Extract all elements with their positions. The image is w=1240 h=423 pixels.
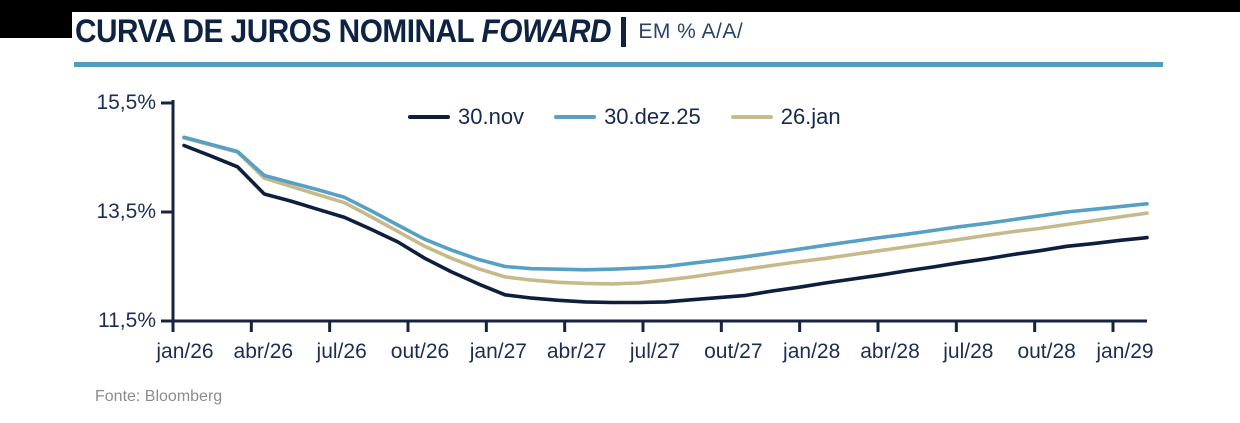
legend-label-30dez25: 30.dez.25 <box>604 104 701 129</box>
page-title: CURVA DE JUROS NOMINAL FOWARD <box>75 13 611 50</box>
x-tick-label: out/26 <box>390 340 450 363</box>
legend-item-30dez25: 30.dez.25 <box>554 104 701 130</box>
x-axis-labels: jan/26 abr/26 jul/26 out/26 jan/27 abr/27 jul/… <box>0 340 1168 372</box>
x-tick-label: jan/27 <box>469 340 527 363</box>
x-tick-label: jul/27 <box>629 340 681 363</box>
x-tick-label: abr/28 <box>860 340 920 363</box>
title-italic-text: FOWARD <box>481 13 612 49</box>
x-tick-label: jan/26 <box>156 340 214 363</box>
x-tick-label: jan/29 <box>1096 340 1154 363</box>
x-tick-label: jul/26 <box>316 340 367 363</box>
crop-black-strip <box>0 0 1240 12</box>
x-tick-label: abr/26 <box>233 340 294 363</box>
y-tick-label-top: 15,5% <box>96 91 156 114</box>
legend-swatch-26jan <box>730 115 773 119</box>
title-unit-label: EM % A/A/ <box>638 19 744 43</box>
y-tick-label-mid: 13,5% <box>96 200 156 223</box>
source-note: Fonte: Bloomberg <box>95 388 223 405</box>
y-tick-label-bottom: 11,5% <box>98 309 156 332</box>
x-tick-label: jan/28 <box>783 340 841 363</box>
chart-legend: 30.nov 30.dez.25 26.jan <box>408 104 841 130</box>
legend-item-26jan: 26.jan <box>730 104 841 130</box>
crop-black-corner <box>0 0 72 38</box>
x-tick-label: out/27 <box>704 340 763 363</box>
chart-header: CURVA DE JUROS NOMINAL FOWARD EM % A/A/ <box>75 13 743 50</box>
title-separator-bar <box>621 16 627 47</box>
title-text: CURVA DE JUROS NOMINAL <box>75 13 482 49</box>
legend-label-30nov: 30.nov <box>458 104 525 129</box>
legend-swatch-30nov <box>408 115 450 119</box>
x-tick-label: out/28 <box>1017 340 1076 363</box>
x-tick-label: abr/27 <box>546 340 607 363</box>
legend-label-26jan: 26.jan <box>780 104 841 129</box>
x-tick-label: jul/28 <box>943 340 994 363</box>
legend-item-30nov: 30.nov <box>408 104 524 130</box>
legend-swatch-30dez25 <box>554 115 597 119</box>
header-divider-line <box>74 62 1163 67</box>
